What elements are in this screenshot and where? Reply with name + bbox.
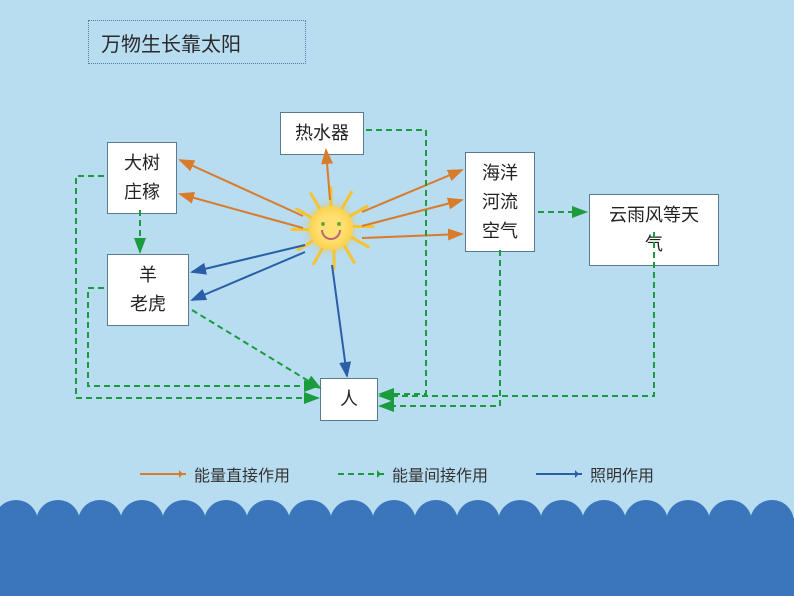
node-ocean-line2: 河流	[480, 188, 520, 217]
legend-line-orange	[140, 473, 186, 475]
legend-label-green: 能量间接作用	[392, 462, 488, 486]
node-weather: 云雨风等天气	[589, 194, 719, 266]
node-tree-crops: 大树 庄稼	[107, 142, 177, 214]
legend-label-orange: 能量直接作用	[194, 462, 290, 486]
legend-direct-energy: 能量直接作用	[140, 462, 290, 486]
node-animals: 羊 老虎	[107, 254, 189, 326]
node-heater: 热水器	[280, 112, 364, 155]
node-ocean-line1: 海洋	[480, 159, 520, 188]
legend-line-blue	[536, 473, 582, 475]
node-person: 人	[320, 378, 378, 421]
node-tree-line1: 大树	[122, 149, 162, 178]
node-ocean-line3: 空气	[480, 217, 520, 246]
node-tree-line2: 庄稼	[122, 178, 162, 207]
legend-lighting: 照明作用	[536, 462, 654, 486]
legend-line-green	[338, 473, 384, 475]
node-ocean-river-air: 海洋 河流 空气	[465, 152, 535, 252]
sun-icon	[295, 192, 367, 264]
node-animal-line1: 羊	[122, 261, 174, 290]
legend: 能量直接作用 能量间接作用 照明作用	[140, 462, 654, 486]
legend-indirect-energy: 能量间接作用	[338, 462, 488, 486]
legend-label-blue: 照明作用	[590, 462, 654, 486]
page-title: 万物生长靠太阳	[88, 20, 306, 64]
node-animal-line2: 老虎	[122, 290, 174, 319]
